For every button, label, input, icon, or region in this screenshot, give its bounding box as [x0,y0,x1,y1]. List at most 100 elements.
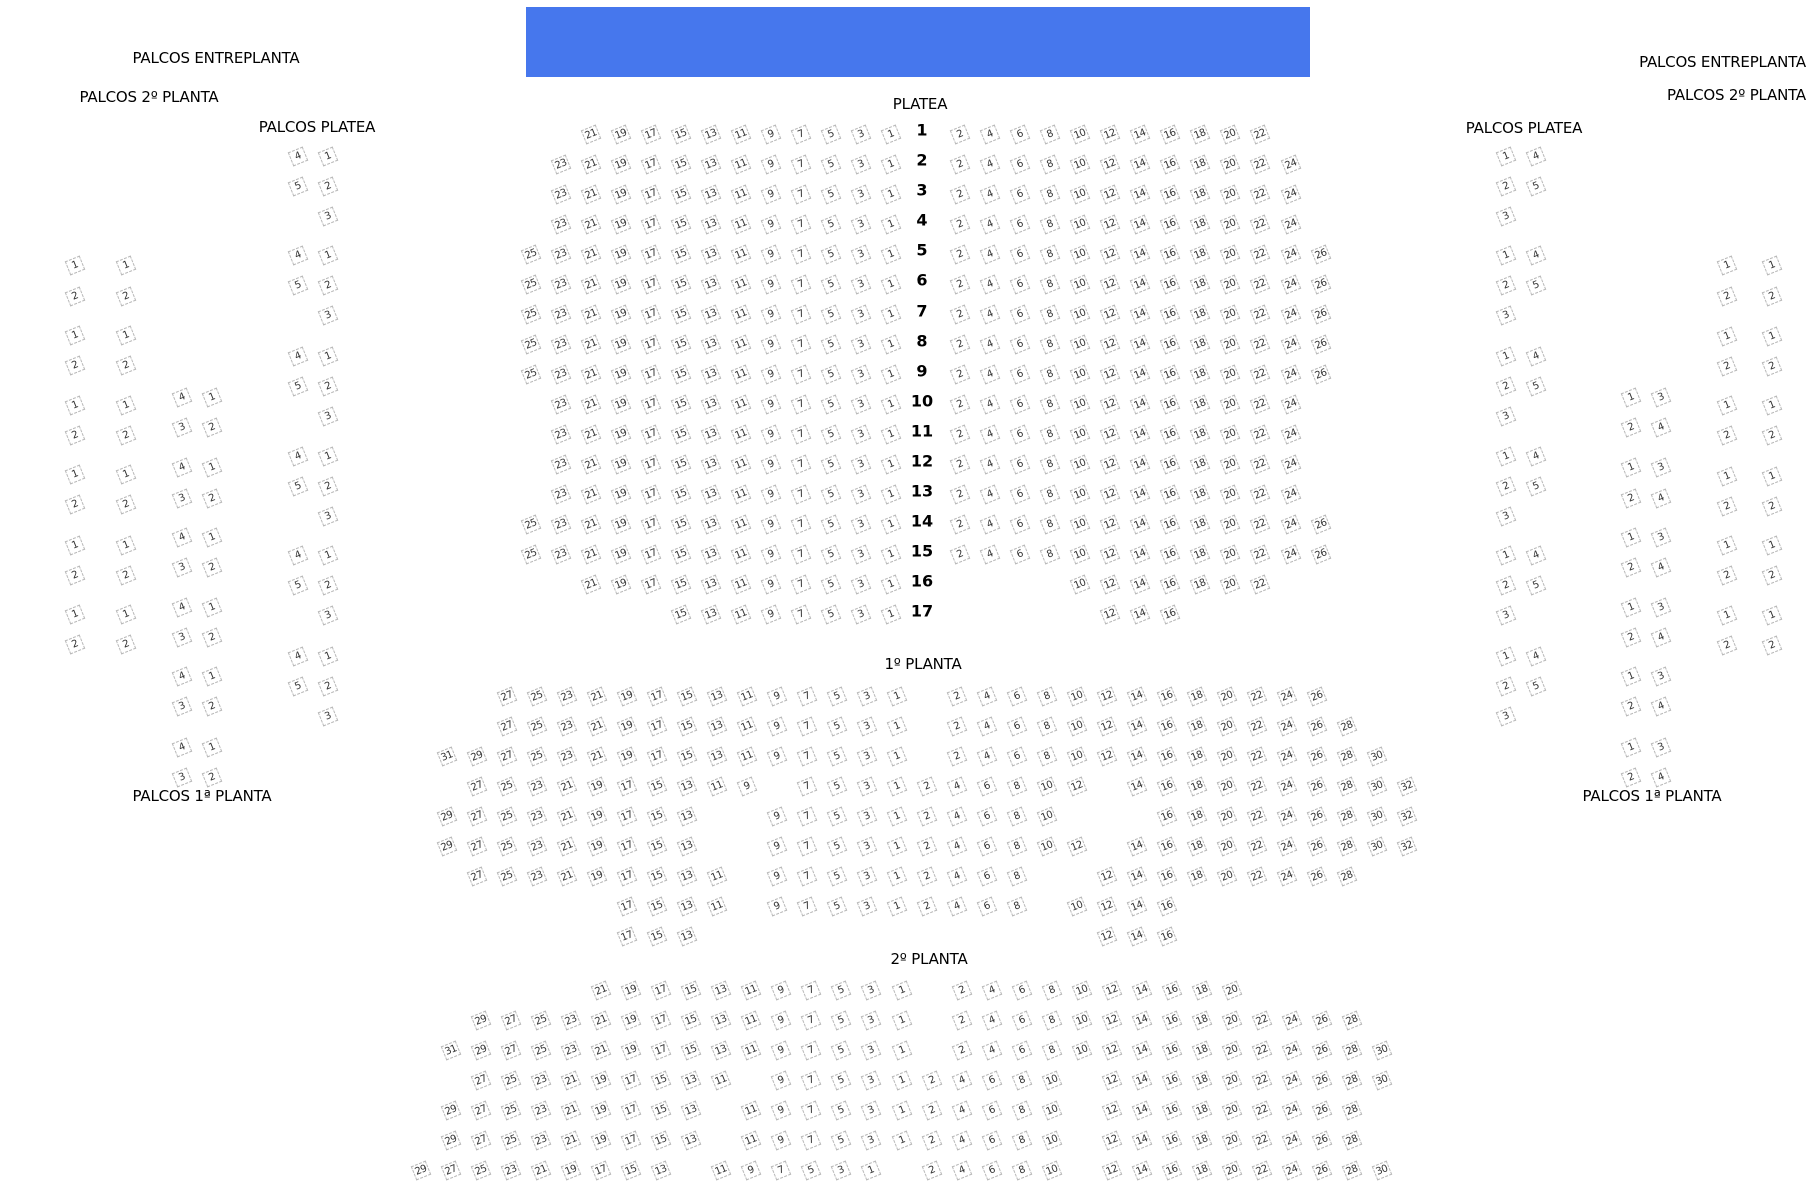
palco-seat[interactable]: 4 [171,737,193,758]
planta1-seat[interactable]: 3 [856,806,878,827]
platea-seat[interactable]: 16 [1159,484,1181,505]
platea-seat[interactable]: 3 [850,514,872,535]
platea-seat[interactable]: 10 [1069,424,1091,445]
planta2-seat[interactable]: 1 [891,1070,913,1091]
palco-seat[interactable]: 1 [1495,446,1517,467]
platea-seat[interactable]: 21 [580,364,602,385]
planta1-seat[interactable]: 10 [1066,896,1088,917]
planta2-seat[interactable]: 3 [830,1160,852,1181]
palco-seat[interactable]: 1 [1716,326,1738,347]
palco-seat[interactable]: 1 [317,446,339,467]
palco-seat[interactable]: 1 [1761,395,1783,416]
platea-seat[interactable]: 13 [700,154,722,175]
platea-seat[interactable]: 17 [640,544,662,565]
planta1-seat[interactable]: 25 [496,836,518,857]
planta2-seat[interactable]: 23 [560,1040,582,1061]
planta1-seat[interactable]: 19 [616,716,638,737]
palco-seat[interactable]: 2 [1620,627,1642,648]
platea-seat[interactable]: 11 [730,304,752,325]
platea-seat[interactable]: 18 [1189,304,1211,325]
planta1-seat[interactable]: 12 [1096,716,1118,737]
platea-seat[interactable]: 1 [880,274,902,295]
palco-seat[interactable]: 4 [1650,417,1672,438]
palco-seat[interactable]: 1 [115,535,137,556]
platea-seat[interactable]: 8 [1039,364,1061,385]
platea-seat[interactable]: 1 [880,124,902,145]
palco-seat[interactable]: 3 [1495,506,1517,527]
planta1-seat[interactable]: 7 [796,866,818,887]
platea-seat[interactable]: 9 [760,364,782,385]
planta1-seat[interactable]: 8 [1036,686,1058,707]
planta2-seat[interactable]: 3 [860,980,882,1001]
platea-seat[interactable]: 10 [1069,574,1091,595]
planta1-seat[interactable]: 18 [1186,806,1208,827]
platea-seat[interactable]: 19 [610,454,632,475]
palco-seat[interactable]: 2 [64,355,86,376]
platea-seat[interactable]: 1 [880,454,902,475]
platea-seat[interactable]: 17 [640,454,662,475]
planta1-seat[interactable]: 16 [1156,776,1178,797]
platea-seat[interactable]: 20 [1219,364,1241,385]
planta1-seat[interactable]: 24 [1276,746,1298,767]
palco-seat[interactable]: 2 [1495,476,1517,497]
platea-seat[interactable]: 1 [880,364,902,385]
planta2-seat[interactable]: 4 [951,1070,973,1091]
palco-seat[interactable]: 5 [1525,176,1547,197]
palco-seat[interactable]: 3 [1495,706,1517,727]
planta2-seat[interactable]: 28 [1341,1070,1363,1091]
palco-seat[interactable]: 2 [1761,565,1783,586]
planta1-seat[interactable]: 16 [1156,896,1178,917]
planta2-seat[interactable]: 2 [921,1160,943,1181]
platea-seat[interactable]: 3 [850,574,872,595]
planta2-seat[interactable]: 14 [1131,1130,1153,1151]
planta1-seat[interactable]: 1 [886,776,908,797]
planta2-seat[interactable]: 26 [1311,1130,1333,1151]
platea-seat[interactable]: 5 [820,514,842,535]
palco-seat[interactable]: 1 [1495,146,1517,167]
planta1-seat[interactable]: 23 [526,836,548,857]
palco-seat[interactable]: 2 [201,417,223,438]
palco-seat[interactable]: 2 [1495,376,1517,397]
palco-seat[interactable]: 1 [1620,457,1642,478]
platea-seat[interactable]: 5 [820,424,842,445]
planta2-seat[interactable]: 8 [1011,1070,1033,1091]
palco-seat[interactable]: 4 [287,545,309,566]
planta1-seat[interactable]: 21 [586,746,608,767]
platea-seat[interactable]: 1 [880,484,902,505]
palco-seat[interactable]: 4 [1650,767,1672,788]
planta1-seat[interactable]: 20 [1216,866,1238,887]
platea-seat[interactable]: 9 [760,394,782,415]
planta2-seat[interactable]: 19 [620,980,642,1001]
platea-seat[interactable]: 12 [1099,244,1121,265]
platea-seat[interactable]: 10 [1069,514,1091,535]
platea-seat[interactable]: 20 [1219,244,1241,265]
platea-seat[interactable]: 23 [550,244,572,265]
platea-seat[interactable]: 18 [1189,484,1211,505]
planta2-seat[interactable]: 13 [710,1010,732,1031]
planta2-seat[interactable]: 29 [470,1040,492,1061]
palco-seat[interactable]: 1 [317,245,339,266]
planta1-seat[interactable]: 18 [1186,746,1208,767]
platea-seat[interactable]: 12 [1099,364,1121,385]
platea-seat[interactable]: 19 [610,304,632,325]
platea-seat[interactable]: 1 [880,604,902,625]
planta2-seat[interactable]: 21 [590,1010,612,1031]
planta1-seat[interactable]: 21 [556,806,578,827]
palco-seat[interactable]: 2 [115,355,137,376]
palco-seat[interactable]: 1 [64,535,86,556]
palco-seat[interactable]: 2 [1716,425,1738,446]
platea-seat[interactable]: 11 [730,214,752,235]
planta2-seat[interactable]: 14 [1131,1010,1153,1031]
palco-seat[interactable]: 3 [1650,737,1672,758]
planta2-seat[interactable]: 12 [1101,1160,1123,1181]
palco-seat[interactable]: 3 [317,406,339,427]
platea-seat[interactable]: 13 [700,334,722,355]
planta1-seat[interactable]: 6 [1006,686,1028,707]
platea-seat[interactable]: 23 [550,334,572,355]
planta1-seat[interactable]: 14 [1126,686,1148,707]
palco-seat[interactable]: 1 [115,325,137,346]
platea-seat[interactable]: 10 [1069,394,1091,415]
planta1-seat[interactable]: 1 [886,836,908,857]
planta1-seat[interactable]: 23 [526,866,548,887]
palco-seat[interactable]: 2 [317,476,339,497]
